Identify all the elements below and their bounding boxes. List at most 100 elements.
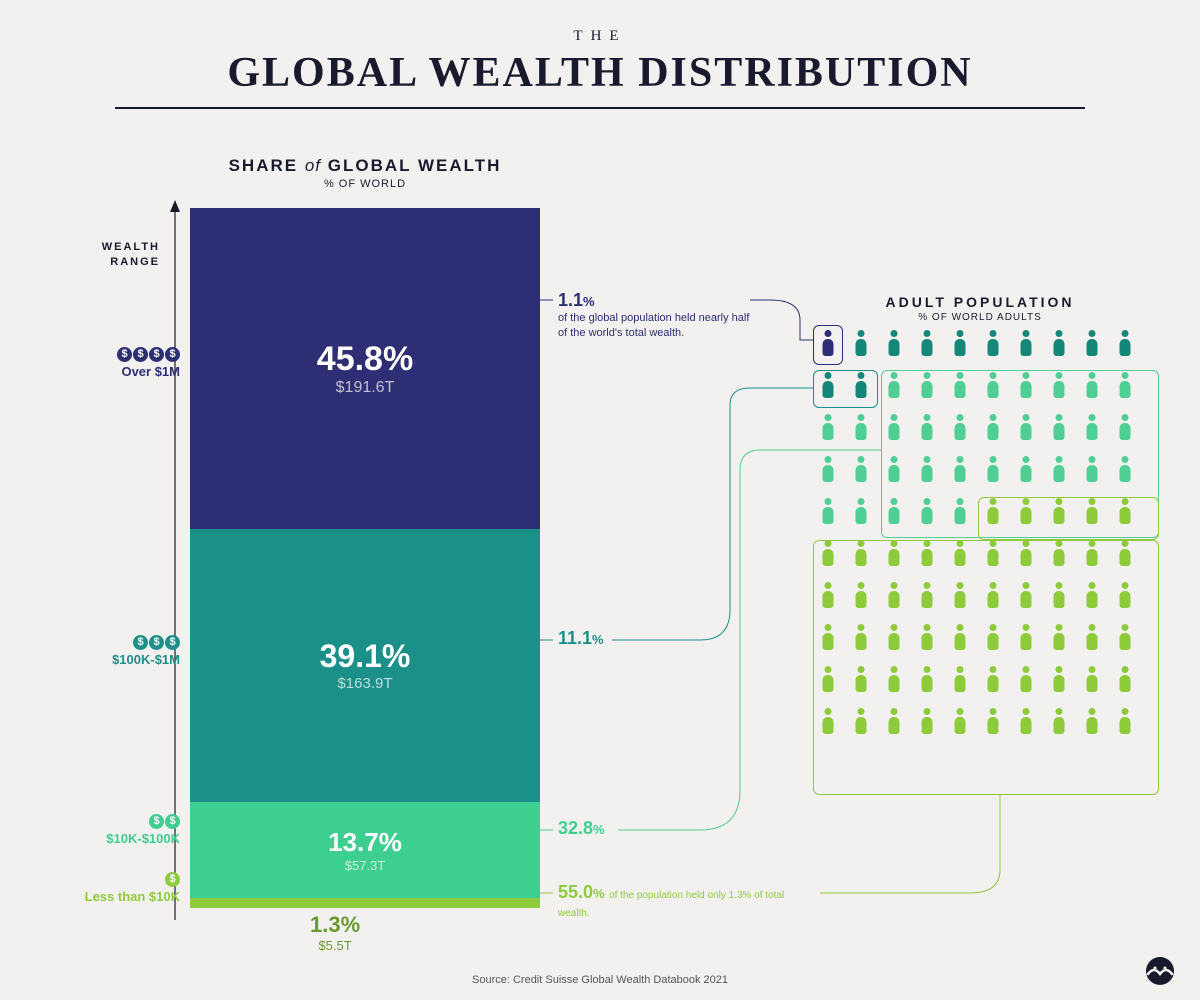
person-icon xyxy=(985,540,1001,566)
dollar-icons-2: $$ xyxy=(40,812,180,829)
callout-top-pct: 1.1% xyxy=(558,290,595,310)
callout-mid-pct: 11.1% xyxy=(558,628,604,648)
person-icon xyxy=(1018,624,1034,650)
callout-lower: 32.8% xyxy=(558,818,605,839)
person-icon xyxy=(820,624,836,650)
person-icon xyxy=(919,540,935,566)
pop-row xyxy=(820,624,1160,650)
person-icon xyxy=(1051,372,1067,398)
person-icon xyxy=(1117,330,1133,356)
wealth-bar-stack: 45.8%$191.6T39.1%$163.9T13.7%$57.3T xyxy=(190,208,540,908)
person-icon xyxy=(1117,582,1133,608)
bar-segment-0: 45.8%$191.6T xyxy=(190,208,540,529)
range-label-2: $$ $10K-$100K xyxy=(40,812,180,846)
person-icon xyxy=(952,456,968,482)
subhead-pop-l2: % OF WORLD ADULTS xyxy=(830,312,1130,323)
person-icon xyxy=(919,414,935,440)
person-icon xyxy=(886,540,902,566)
pop-row xyxy=(820,666,1160,692)
person-icon xyxy=(1084,582,1100,608)
person-icon xyxy=(1117,498,1133,524)
person-icon xyxy=(1117,708,1133,734)
person-icon xyxy=(1018,330,1034,356)
person-icon xyxy=(1018,456,1034,482)
person-icon xyxy=(952,414,968,440)
person-icon xyxy=(853,372,869,398)
person-icon xyxy=(1051,498,1067,524)
person-icon xyxy=(952,498,968,524)
person-icon xyxy=(952,540,968,566)
segment-3-label: 1.3% $5.5T xyxy=(310,912,360,953)
source-text: Source: Credit Suisse Global Wealth Data… xyxy=(0,974,1200,986)
person-icon xyxy=(1084,666,1100,692)
person-icon xyxy=(985,330,1001,356)
segment-2-amt: $57.3T xyxy=(345,858,385,873)
pop-row xyxy=(820,372,1160,398)
pop-row xyxy=(820,540,1160,566)
person-icon xyxy=(1018,540,1034,566)
segment-3-amt: $5.5T xyxy=(310,938,360,953)
subhead-share-b: GLOBAL WEALTH xyxy=(328,156,502,175)
person-icon xyxy=(1084,414,1100,440)
person-icon xyxy=(1018,414,1034,440)
person-icon xyxy=(985,372,1001,398)
subhead-pop-l1: ADULT POPULATION xyxy=(830,294,1130,310)
person-icon xyxy=(1084,330,1100,356)
person-icon xyxy=(1051,708,1067,734)
person-icon xyxy=(820,498,836,524)
range-label-3: $ Less than $10K xyxy=(40,870,180,904)
person-icon xyxy=(1117,666,1133,692)
callout-top-desc: of the global population held nearly hal… xyxy=(558,311,758,341)
person-icon xyxy=(820,540,836,566)
person-icon xyxy=(1051,330,1067,356)
person-icon xyxy=(853,582,869,608)
dollar-icon: $ xyxy=(165,872,180,887)
bar-segment-2: 13.7%$57.3T xyxy=(190,802,540,898)
person-icon xyxy=(886,582,902,608)
subhead-population: ADULT POPULATION % OF WORLD ADULTS xyxy=(830,294,1130,323)
person-icon xyxy=(820,456,836,482)
bar-segment-3 xyxy=(190,898,540,908)
person-icon xyxy=(1018,372,1034,398)
axis-label: WEALTH RANGE xyxy=(60,240,160,271)
person-icon xyxy=(886,456,902,482)
person-icon xyxy=(985,456,1001,482)
person-icon xyxy=(886,498,902,524)
person-icon xyxy=(1018,498,1034,524)
person-icon xyxy=(1084,456,1100,482)
person-icon xyxy=(853,330,869,356)
range-text-2: $10K-$100K xyxy=(40,831,180,846)
person-icon xyxy=(919,330,935,356)
pop-row xyxy=(820,582,1160,608)
person-icon xyxy=(985,624,1001,650)
population-grid xyxy=(820,330,1160,750)
range-text-3: Less than $10K xyxy=(40,889,180,904)
dollar-icon: $ xyxy=(165,814,180,829)
pop-row xyxy=(820,498,1160,524)
main-title: GLOBAL WEALTH DISTRIBUTION xyxy=(0,49,1200,97)
person-icon xyxy=(853,414,869,440)
dollar-icon: $ xyxy=(117,347,132,362)
person-icon xyxy=(1051,540,1067,566)
person-icon xyxy=(952,372,968,398)
person-icon xyxy=(886,708,902,734)
person-icon xyxy=(952,582,968,608)
person-icon xyxy=(1018,708,1034,734)
dollar-icon: $ xyxy=(133,347,148,362)
pop-row xyxy=(820,708,1160,734)
bar-segment-1: 39.1%$163.9T xyxy=(190,529,540,803)
person-icon xyxy=(1084,708,1100,734)
pretitle: THE xyxy=(0,28,1200,45)
pop-row xyxy=(820,414,1160,440)
person-icon xyxy=(952,666,968,692)
person-icon xyxy=(985,582,1001,608)
person-icon xyxy=(985,498,1001,524)
subhead-share-sub: % OF WORLD xyxy=(190,178,540,190)
callout-lower-pct: 32.8% xyxy=(558,818,605,838)
subhead-share: SHARE of GLOBAL WEALTH % OF WORLD xyxy=(190,156,540,190)
person-icon xyxy=(1117,456,1133,482)
dollar-icons-0: $$$$ xyxy=(40,345,180,362)
segment-2-pct: 13.7% xyxy=(328,827,402,858)
person-icon xyxy=(919,372,935,398)
person-icon xyxy=(919,456,935,482)
